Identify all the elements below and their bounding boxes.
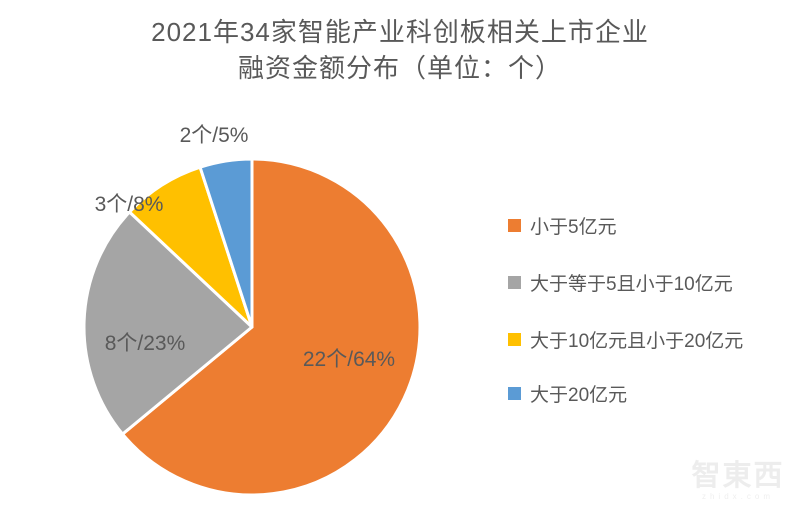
legend-item-2[interactable]: 大于10亿元且小于20亿元 xyxy=(508,328,744,352)
pie-slice-3[interactable] xyxy=(198,157,254,329)
legend-swatch-icon xyxy=(508,332,521,346)
legend-label: 大于等于5且小于10亿元 xyxy=(530,273,733,295)
legend-swatch-icon xyxy=(508,275,521,289)
pie-data-label-slice-0: 22个/64% xyxy=(302,348,396,371)
legend-item-3[interactable]: 大于20亿元 xyxy=(508,382,628,406)
legend-label: 大于10亿元且小于20亿元 xyxy=(530,330,744,352)
legend-swatch-icon xyxy=(508,386,521,400)
zhidx-logo: 智東西 xyxy=(691,460,785,492)
chart-title-line2: 融资金额分布（单位：个） xyxy=(237,53,562,83)
pie-data-label-slice-2: 3个/8% xyxy=(94,193,164,216)
pie-data-label-slice-3: 2个/5% xyxy=(179,124,249,147)
pie-data-label-slice-1: 8个/23% xyxy=(104,332,186,355)
chart-title: 2021年34家智能产业科创板相关上市企业 融资金额分布（单位：个） xyxy=(0,14,800,86)
legend-item-1[interactable]: 大于等于5且小于10亿元 xyxy=(508,271,733,295)
chart-title-line1: 2021年34家智能产业科创板相关上市企业 xyxy=(151,17,649,47)
zhidx-watermark: 智東西 zhidx.com xyxy=(683,460,793,502)
pie-slice-1[interactable] xyxy=(82,210,254,436)
pie-slice-0[interactable] xyxy=(121,157,422,497)
legend-label: 小于5亿元 xyxy=(530,216,617,238)
legend-label: 大于20亿元 xyxy=(530,384,628,406)
zhidx-url: zhidx.com xyxy=(701,492,774,501)
legend-item-0[interactable]: 小于5亿元 xyxy=(508,214,617,238)
legend-swatch-icon xyxy=(508,218,521,232)
